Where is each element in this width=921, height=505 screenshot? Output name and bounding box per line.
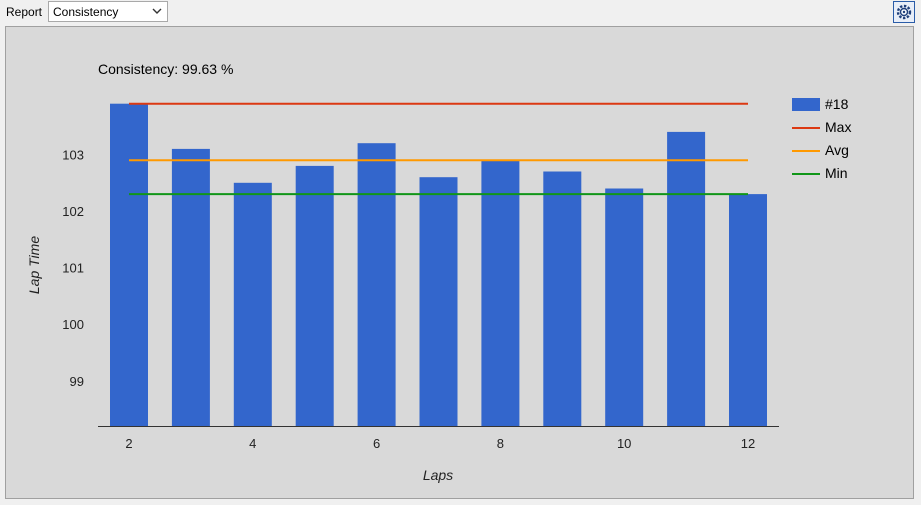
legend-label: Max [825,119,852,135]
toolbar: Report Consistency [0,0,921,26]
bar-lap-4 [233,182,272,426]
x-axis-label: Laps [422,467,454,483]
legend-label: #18 [825,96,849,112]
chevron-down-icon [152,8,162,14]
x-tick-label-2: 2 [125,436,132,451]
y-tick-label-103: 103 [62,148,84,163]
bar-lap-3 [171,148,210,426]
x-tick-label-12: 12 [741,436,755,451]
chart-plot: 2 4 6 8 10 12 99 100 101 102 103 [62,102,779,451]
chart-area: Consistency: 99.63 % 2 4 6 8 10 12 99 100 101 102… [5,26,914,499]
bar-lap-10 [605,188,644,426]
y-axis-label: Lap Time [26,235,42,295]
y-tick-label-101: 101 [62,261,84,276]
x-tick-label-8: 8 [497,436,504,451]
x-tick-label-6: 6 [373,436,380,451]
legend-swatch [792,127,820,129]
gear-icon [896,4,912,20]
legend-swatch [792,150,820,152]
y-tick-label-100: 100 [62,317,84,332]
legend-swatch [792,173,820,175]
legend-label: Avg [825,142,849,158]
chart-title: Consistency: 99.63 % [98,61,234,77]
bar-lap-7 [419,177,458,426]
bar-lap-2 [110,103,148,426]
x-tick-label-10: 10 [617,436,631,451]
bar-lap-12 [729,194,767,426]
y-tick-label-99: 99 [70,374,84,389]
bar-lap-11 [667,131,706,426]
legend-label: Min [825,165,848,181]
bar-lap-9 [543,171,582,426]
report-select-value: Consistency [53,5,119,19]
y-tick-label-102: 102 [62,204,84,219]
settings-button[interactable] [893,1,915,23]
bar-lap-6 [357,143,396,426]
x-tick-label-4: 4 [249,436,256,451]
legend-swatch [792,98,820,111]
report-select[interactable]: Consistency [48,1,168,22]
bar-lap-8 [481,160,520,426]
report-label: Report [6,5,43,19]
bar-lap-5 [295,165,334,426]
